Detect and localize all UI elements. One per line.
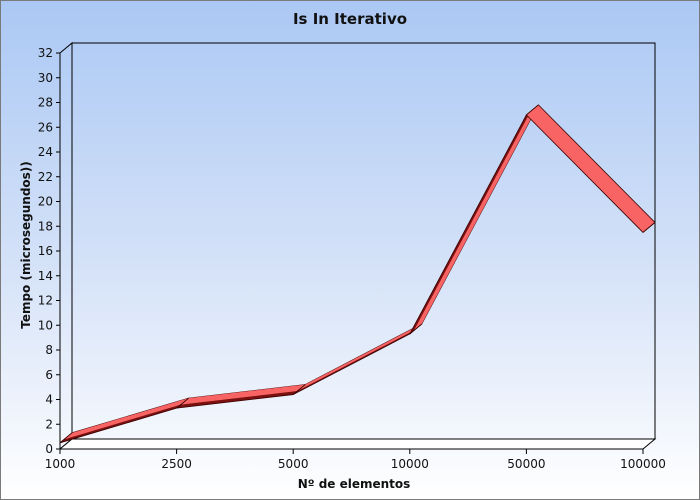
series-segment-highlight (414, 104, 539, 331)
series-line (59, 104, 656, 444)
x-axis-label: Nº de elementos (298, 477, 411, 491)
y-tick-label: 0 (45, 442, 53, 456)
x-tick-labels: 1000 2500 5000 10000 50000 100000 (45, 449, 666, 471)
y-tick-label: 18 (38, 219, 53, 233)
series-segment-highlight (297, 323, 422, 392)
y-tick-label: 26 (38, 120, 53, 134)
chart-title: Is In Iterativo (293, 10, 407, 28)
data-point (409, 323, 423, 335)
y-tick-label: 30 (38, 71, 53, 85)
back-wall (71, 42, 656, 440)
y-tick-label: 28 (38, 96, 53, 110)
series-segment (526, 104, 656, 233)
x-tick-label: 50000 (507, 457, 545, 471)
y-tick-label: 4 (45, 393, 53, 407)
data-point (292, 384, 306, 395)
data-point (526, 104, 539, 116)
y-tick-label: 12 (38, 294, 53, 308)
y-tick-label: 14 (38, 269, 53, 283)
data-point (176, 397, 189, 409)
left-wall (59, 41, 73, 451)
y-tick-label: 10 (38, 318, 53, 332)
x-tick-label: 2500 (161, 457, 192, 471)
series-segment-highlight (64, 398, 189, 440)
y-tick-label: 16 (38, 244, 53, 258)
y-tick-label: 32 (38, 46, 53, 60)
y-tick-label: 22 (38, 170, 53, 184)
y-tick-label: 8 (45, 343, 53, 357)
y-tick-label: 24 (38, 145, 53, 159)
plot-walls (58, 41, 657, 451)
x-tick-label: 1000 (45, 457, 76, 471)
y-tick-label: 20 (38, 195, 53, 209)
y-tick-label: 6 (45, 368, 53, 382)
x-tick-label: 5000 (278, 457, 309, 471)
y-tick-label: 2 (45, 417, 53, 431)
x-tick-label: 10000 (391, 457, 429, 471)
data-point (59, 432, 73, 444)
y-axis-label: Tempo (microsegundos)) (19, 161, 33, 329)
data-point (642, 222, 656, 233)
x-tick-label: 100000 (620, 457, 666, 471)
floor (58, 438, 657, 450)
series-segment-highlight (180, 384, 306, 405)
